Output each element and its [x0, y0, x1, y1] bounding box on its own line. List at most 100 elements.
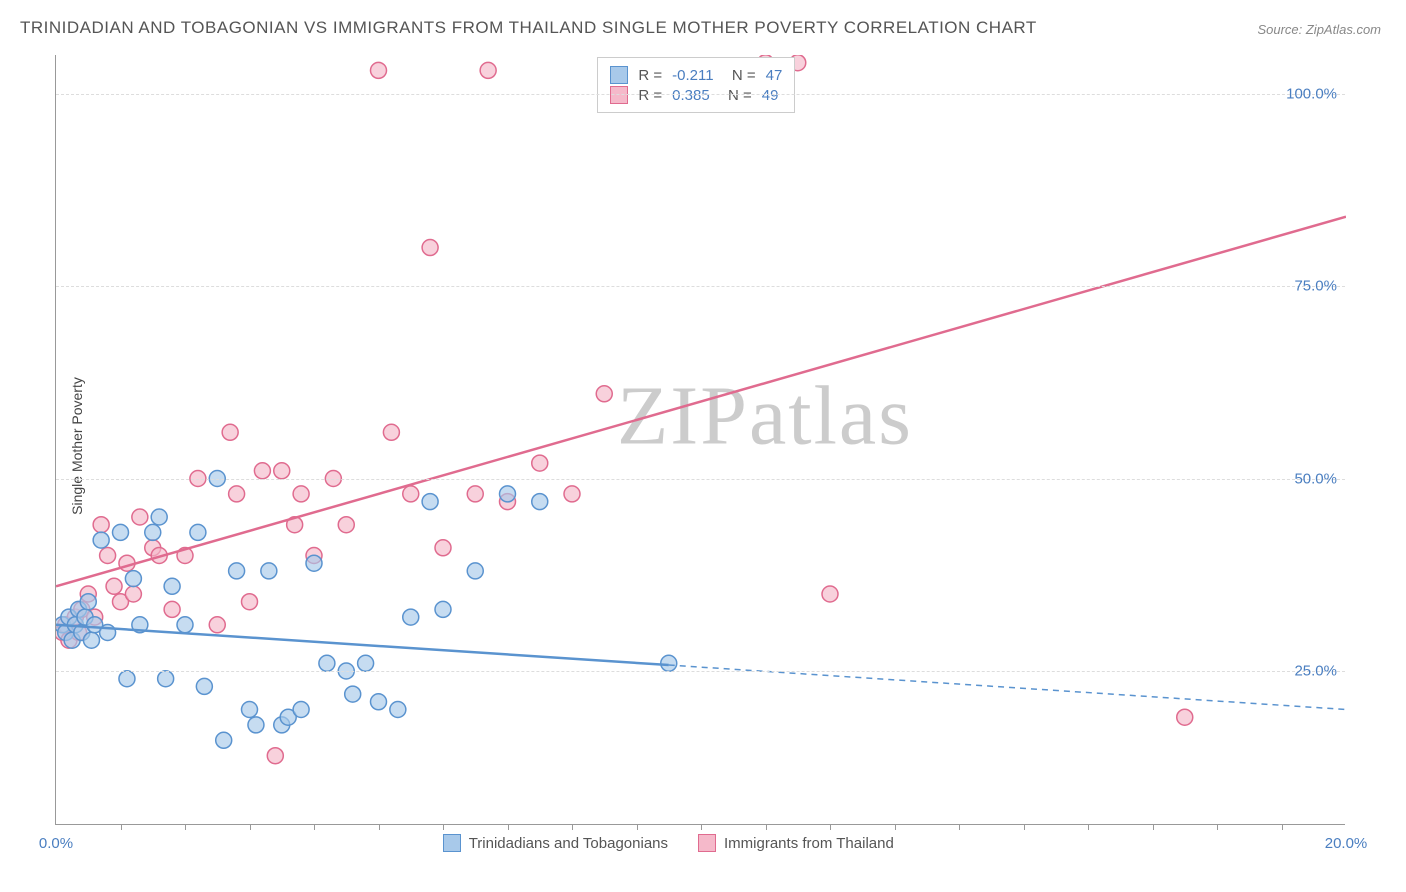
- data-point: [383, 424, 399, 440]
- bottom-legend: Trinidadians and Tobagonians Immigrants …: [443, 834, 894, 852]
- data-point: [319, 655, 335, 671]
- x-minor-tick: [637, 824, 638, 830]
- data-point: [403, 486, 419, 502]
- x-minor-tick: [830, 824, 831, 830]
- x-minor-tick: [1088, 824, 1089, 830]
- data-point: [500, 486, 516, 502]
- data-point: [435, 540, 451, 556]
- x-minor-tick: [379, 824, 380, 830]
- data-point: [209, 617, 225, 633]
- trend-line: [56, 217, 1346, 587]
- x-minor-tick: [959, 824, 960, 830]
- data-point: [83, 632, 99, 648]
- data-point: [242, 702, 258, 718]
- data-point: [222, 424, 238, 440]
- data-point: [151, 509, 167, 525]
- data-point: [93, 532, 109, 548]
- data-point: [125, 571, 141, 587]
- data-point: [229, 563, 245, 579]
- x-minor-tick: [1282, 824, 1283, 830]
- chart-title: TRINIDADIAN AND TOBAGONIAN VS IMMIGRANTS…: [20, 18, 1037, 38]
- correlation-row: R = 0.385 N = 49: [610, 86, 782, 104]
- data-point: [390, 702, 406, 718]
- data-point: [822, 586, 838, 602]
- gridline: [56, 479, 1345, 480]
- data-point: [106, 578, 122, 594]
- chart-svg: [56, 55, 1346, 825]
- swatch-series-0: [610, 66, 628, 84]
- x-minor-tick: [1217, 824, 1218, 830]
- n-label: N =: [720, 87, 752, 104]
- gridline: [56, 286, 1345, 287]
- x-minor-tick: [250, 824, 251, 830]
- r-label: R =: [638, 67, 662, 84]
- data-point: [371, 62, 387, 78]
- gridline: [56, 671, 1345, 672]
- data-point: [358, 655, 374, 671]
- data-point: [403, 609, 419, 625]
- data-point: [467, 486, 483, 502]
- swatch-series-0: [443, 834, 461, 852]
- data-point: [229, 486, 245, 502]
- x-minor-tick: [572, 824, 573, 830]
- x-minor-tick: [121, 824, 122, 830]
- correlation-box: R = -0.211 N = 47 R = 0.385 N = 49: [597, 57, 795, 113]
- data-point: [216, 732, 232, 748]
- legend-item-0: Trinidadians and Tobagonians: [443, 834, 668, 852]
- x-minor-tick: [185, 824, 186, 830]
- data-point: [1177, 709, 1193, 725]
- data-point: [158, 671, 174, 687]
- data-point: [267, 748, 283, 764]
- r-label: R =: [638, 87, 662, 104]
- data-point: [345, 686, 361, 702]
- data-point: [293, 702, 309, 718]
- data-point: [196, 678, 212, 694]
- data-point: [254, 463, 270, 479]
- data-point: [306, 555, 322, 571]
- legend-label-1: Immigrants from Thailand: [724, 835, 894, 852]
- n-value-1: 49: [762, 87, 779, 104]
- x-minor-tick: [443, 824, 444, 830]
- data-point: [274, 463, 290, 479]
- y-tick-label: 25.0%: [1294, 663, 1337, 680]
- n-value-0: 47: [766, 67, 783, 84]
- x-minor-tick: [766, 824, 767, 830]
- x-minor-tick: [701, 824, 702, 830]
- legend-item-1: Immigrants from Thailand: [698, 834, 894, 852]
- data-point: [248, 717, 264, 733]
- x-minor-tick: [314, 824, 315, 830]
- data-point: [293, 486, 309, 502]
- y-tick-label: 100.0%: [1286, 85, 1337, 102]
- n-label: N =: [724, 67, 756, 84]
- x-minor-tick: [1153, 824, 1154, 830]
- data-point: [596, 386, 612, 402]
- x-minor-tick: [895, 824, 896, 830]
- x-minor-tick: [1024, 824, 1025, 830]
- data-point: [190, 524, 206, 540]
- data-point: [93, 517, 109, 533]
- data-point: [80, 594, 96, 610]
- swatch-series-1: [698, 834, 716, 852]
- data-point: [338, 517, 354, 533]
- x-minor-tick: [508, 824, 509, 830]
- gridline: [56, 94, 1345, 95]
- source-attribution: Source: ZipAtlas.com: [1257, 22, 1381, 37]
- y-tick-label: 50.0%: [1294, 470, 1337, 487]
- correlation-row: R = -0.211 N = 47: [610, 66, 782, 84]
- data-point: [480, 62, 496, 78]
- data-point: [422, 494, 438, 510]
- x-tick-label: 0.0%: [39, 835, 73, 852]
- data-point: [145, 524, 161, 540]
- data-point: [177, 617, 193, 633]
- r-value-1: 0.385: [672, 87, 710, 104]
- data-point: [100, 548, 116, 564]
- data-point: [435, 601, 451, 617]
- data-point: [422, 240, 438, 256]
- legend-label-0: Trinidadians and Tobagonians: [469, 835, 668, 852]
- r-value-0: -0.211: [672, 67, 713, 84]
- data-point: [467, 563, 483, 579]
- data-point: [661, 655, 677, 671]
- y-tick-label: 75.0%: [1294, 278, 1337, 295]
- data-point: [371, 694, 387, 710]
- data-point: [113, 524, 129, 540]
